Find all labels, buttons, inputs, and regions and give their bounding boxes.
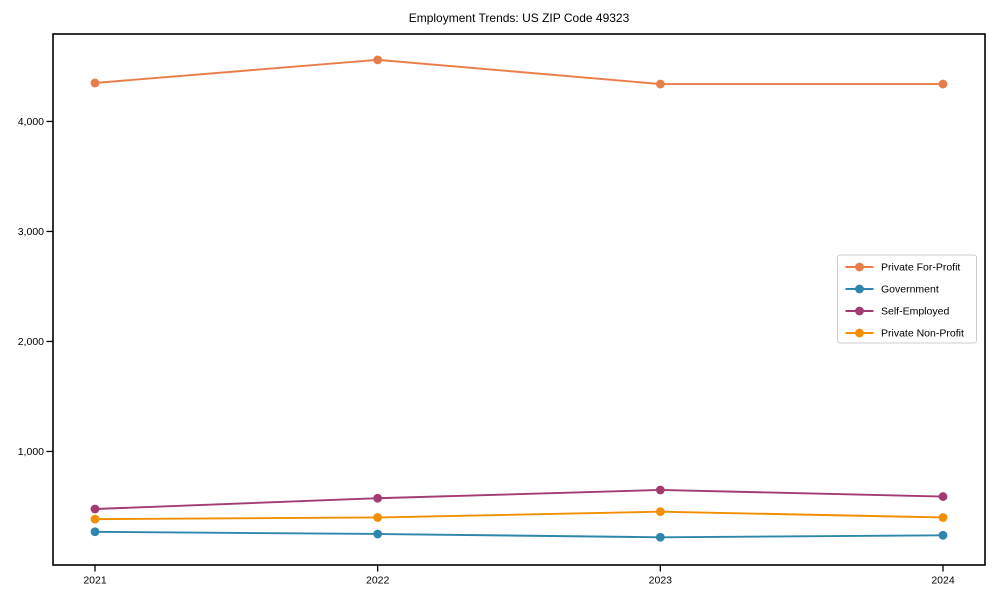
y-tick-label: 2,000: [18, 336, 44, 348]
data-point-self-employed: [938, 492, 948, 501]
data-point-government: [938, 530, 948, 540]
legend-marker-private-non-profit: [855, 328, 864, 338]
legend-marker-government: [855, 284, 864, 294]
legend-label-self-employed: Self-Employed: [881, 306, 949, 318]
legend-box: [837, 254, 977, 344]
data-point-private-for-profit: [938, 79, 948, 89]
legend-label-private-non-profit: Private Non-Profit: [881, 328, 964, 340]
series-line-private-non-profit: [94, 510, 944, 521]
legend-label-government: Government: [881, 284, 939, 296]
legend-label-private-for-profit: Private For-Profit: [881, 262, 960, 274]
data-point-private-non-profit: [373, 513, 383, 522]
data-point-private-non-profit: [938, 513, 948, 522]
series-line-self-employed: [94, 489, 944, 510]
data-point-private-for-profit: [90, 78, 100, 88]
data-point-self-employed: [90, 504, 100, 514]
x-tick-label: 2023: [649, 575, 673, 587]
x-tick-label: 2024: [931, 575, 955, 587]
data-point-government: [655, 532, 665, 542]
series-line-government: [94, 530, 944, 539]
y-tick-label: 1,000: [18, 446, 44, 458]
data-point-private-non-profit: [655, 507, 665, 517]
data-point-private-for-profit: [655, 79, 665, 89]
x-tick-label: 2021: [83, 575, 107, 587]
x-tick-label: 2022: [366, 575, 390, 587]
data-point-self-employed: [373, 493, 383, 503]
data-point-private-for-profit: [373, 55, 383, 65]
series-line-private-for-profit: [94, 58, 943, 86]
data-point-self-employed: [655, 485, 665, 495]
data-point-government: [373, 529, 383, 539]
data-point-private-non-profit: [90, 514, 100, 524]
y-tick-label: 4,000: [18, 116, 44, 128]
plot-border: [52, 33, 986, 566]
y-tick-label: 3,000: [18, 226, 44, 238]
chart-title: Employment Trends: US ZIP Code 49323: [408, 11, 630, 25]
data-point-government: [90, 527, 100, 537]
legend-marker-self-employed: [855, 306, 864, 316]
legend-marker-private-for-profit: [855, 262, 864, 272]
